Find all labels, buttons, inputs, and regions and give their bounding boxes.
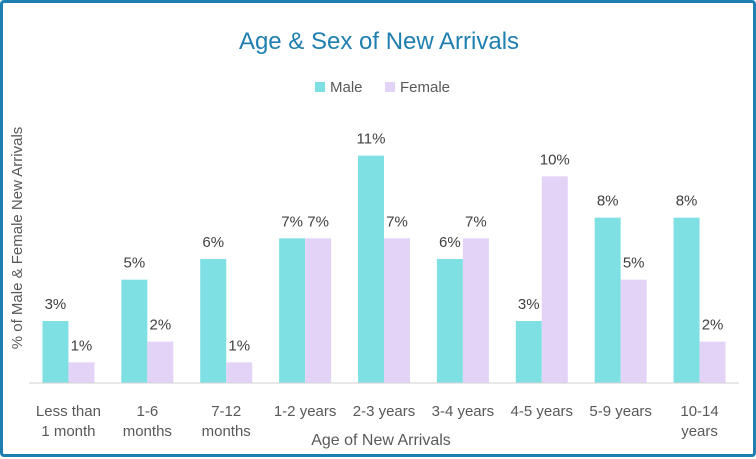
bar-female-6	[541, 176, 568, 383]
bar-female-1	[147, 341, 174, 383]
bar-male-2	[200, 259, 227, 383]
bar-female-8	[699, 341, 726, 383]
data-label-male-1: 5%	[123, 255, 145, 272]
bar-female-0	[68, 362, 95, 383]
bar-female-2	[226, 362, 253, 383]
x-tick-label-5: 3-4 years	[432, 403, 495, 420]
bar-male-7	[594, 217, 621, 383]
data-label-female-7: 5%	[623, 255, 645, 272]
bar-male-0	[42, 321, 69, 383]
legend-swatch-female	[385, 82, 395, 92]
x-tick-label-2: 7-12 months	[202, 403, 251, 440]
bar-female-3	[305, 238, 332, 383]
data-label-male-6: 3%	[518, 296, 540, 313]
data-label-female-0: 1%	[71, 337, 93, 354]
data-label-female-5: 7%	[465, 213, 487, 230]
data-label-female-4: 7%	[386, 213, 408, 230]
data-label-female-2: 1%	[228, 337, 250, 354]
x-tick-label-8: 10-14 years	[680, 403, 718, 440]
x-tick-label-1: 1-6 months	[123, 403, 172, 440]
data-label-male-4: 11%	[357, 131, 386, 148]
data-label-male-2: 6%	[202, 234, 224, 251]
chart-title: Age & Sex of New Arrivals	[239, 28, 519, 55]
data-label-male-7: 8%	[597, 193, 619, 210]
data-label-male-8: 8%	[676, 193, 698, 210]
bar-male-3	[279, 238, 306, 383]
legend-label-female: Female	[400, 79, 450, 96]
bar-male-6	[515, 321, 542, 383]
data-label-male-5: 6%	[439, 234, 461, 251]
data-label-male-0: 3%	[45, 296, 67, 313]
x-tick-label-7: 5-9 years	[589, 403, 652, 420]
bar-male-5	[436, 259, 463, 383]
plot-area: 3%1%5%2%6%1%7% 7%11%7%6%7%3%10%8%5%8%2%	[42, 131, 726, 383]
bar-chart: Age & Sex of New Arrivals Male Female % …	[9, 28, 739, 449]
data-label-female-8: 2%	[702, 317, 724, 334]
x-tick-label-6: 4-5 years	[511, 403, 574, 420]
x-tick-label-4: 2-3 years	[353, 403, 416, 420]
x-tick-labels: Less than 1 month 1-6 months 7-12 months 1-2 y…	[36, 403, 719, 440]
bar-male-4	[358, 155, 384, 383]
x-axis-label: Age of New Arrivals	[311, 432, 451, 449]
bar-female-4	[384, 238, 410, 383]
legend-label-male: Male	[330, 79, 363, 96]
data-label-female-1: 2%	[149, 317, 171, 334]
data-label-female-6: 10%	[540, 151, 570, 168]
data-label-female-3: 7%	[307, 213, 329, 230]
bar-female-7	[620, 279, 647, 383]
data-label-male-3: 7%	[281, 213, 303, 230]
x-tick-label-0: Less than 1 month	[36, 403, 101, 440]
legend: Male Female	[315, 79, 450, 96]
bar-male-1	[121, 279, 148, 383]
bar-female-5	[462, 238, 489, 383]
y-axis-label: % of Male & Female New Arrivals	[9, 127, 26, 350]
legend-swatch-male	[315, 82, 325, 92]
bar-male-8	[673, 217, 700, 383]
x-tick-label-3: 1-2 years	[274, 403, 337, 420]
